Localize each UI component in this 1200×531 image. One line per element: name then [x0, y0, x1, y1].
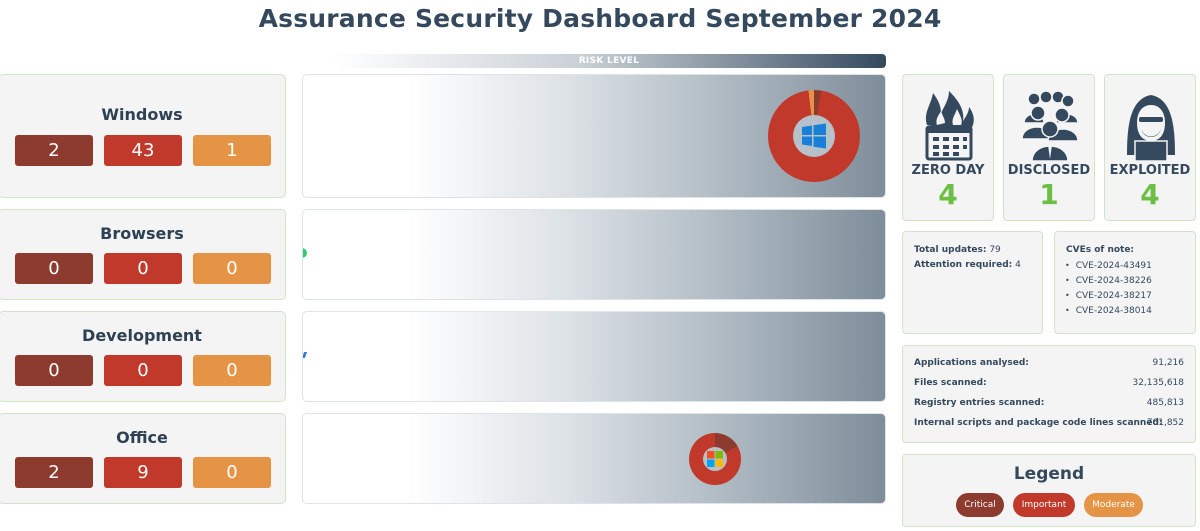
office-logo-icon	[707, 451, 723, 467]
category-name: Office	[116, 428, 168, 447]
risk-panel-office	[302, 413, 886, 504]
page-title: Assurance Security Dashboard September 2…	[258, 4, 942, 33]
stat-value: 1	[1039, 178, 1059, 211]
cve-item[interactable]: CVE-2024-38217	[1065, 288, 1152, 303]
moderate-count: 0	[193, 457, 271, 488]
critical-count: 0	[15, 355, 93, 386]
important-count: 9	[104, 457, 182, 488]
windows-risk-donut	[768, 90, 860, 182]
scan-label: Registry entries scanned:	[914, 398, 1045, 408]
important-count: 43	[104, 135, 182, 166]
scan-value: 485,813	[1146, 398, 1184, 408]
legend-important: Important	[1013, 493, 1075, 517]
burning-calendar-icon	[925, 91, 974, 161]
cves-title: CVEs of note:	[1066, 245, 1135, 255]
browser-icon	[303, 248, 307, 258]
critical-count: 0	[15, 253, 93, 284]
stat-card-zero-day: ZERO DAY 4	[902, 74, 994, 221]
moderate-count: 1	[193, 135, 271, 166]
scan-value: 701,852	[1146, 418, 1184, 428]
category-card-windows: Windows 2 43 1	[0, 74, 286, 198]
important-count: 0	[104, 355, 182, 386]
cve-item[interactable]: CVE-2024-38014	[1065, 303, 1152, 318]
category-card-development: Development 0 0 0	[0, 311, 286, 402]
stat-label: DISCLOSED	[1007, 163, 1091, 178]
stat-label: ZERO DAY	[911, 163, 985, 178]
critical-count: 2	[15, 457, 93, 488]
total-updates-value: 79	[989, 245, 1001, 255]
stat-value: 4	[1140, 178, 1160, 211]
legend-card: Legend Critical Important Moderate	[902, 454, 1196, 527]
category-name: Development	[82, 326, 202, 345]
windows-logo-icon	[802, 123, 826, 149]
attention-required-label: Attention required:	[914, 260, 1013, 270]
category-card-browsers: Browsers 0 0 0	[0, 209, 286, 300]
scan-label: Internal scripts and package code lines …	[914, 418, 1163, 428]
stat-card-disclosed: DISCLOSED 1	[1003, 74, 1095, 221]
risk-panel-browsers	[302, 209, 886, 300]
scan-label: Files scanned:	[914, 378, 987, 388]
important-count: 0	[104, 253, 182, 284]
attention-required-value: 4	[1015, 260, 1021, 270]
development-icon	[303, 352, 308, 358]
critical-count: 2	[15, 135, 93, 166]
cve-item[interactable]: CVE-2024-43491	[1065, 258, 1152, 273]
stat-value: 4	[938, 178, 958, 211]
crowd-icon	[1021, 90, 1079, 161]
cve-item[interactable]: CVE-2024-38226	[1065, 273, 1152, 288]
legend-critical: Critical	[956, 493, 1004, 517]
office-risk-donut	[689, 433, 741, 485]
scan-value: 91,216	[1152, 358, 1185, 368]
legend-moderate: Moderate	[1084, 493, 1143, 517]
moderate-count: 0	[193, 355, 271, 386]
category-name: Browsers	[100, 224, 184, 243]
legend-title: Legend	[1013, 464, 1085, 484]
category-name: Windows	[101, 105, 183, 124]
risk-level-bar: RISK LEVEL	[332, 54, 886, 68]
category-card-office: Office 2 9 0	[0, 413, 286, 504]
moderate-count: 0	[193, 253, 271, 284]
risk-panel-development	[302, 311, 886, 402]
stat-card-exploited: EXPLOITED 4	[1104, 74, 1196, 221]
updates-card: Total updates: 79 Attention required: 4	[902, 231, 1043, 334]
scan-label: Applications analysed:	[914, 358, 1029, 368]
hacker-icon	[1127, 95, 1175, 161]
scan-stats-card: Applications analysed: 91,216 Files scan…	[902, 345, 1196, 443]
cves-card: CVEs of note: CVE-2024-43491 CVE-2024-38…	[1054, 231, 1196, 334]
total-updates-label: Total updates:	[914, 245, 987, 255]
scan-value: 32,135,618	[1132, 378, 1184, 388]
risk-panel-windows	[302, 74, 886, 198]
stat-label: EXPLOITED	[1109, 163, 1191, 178]
